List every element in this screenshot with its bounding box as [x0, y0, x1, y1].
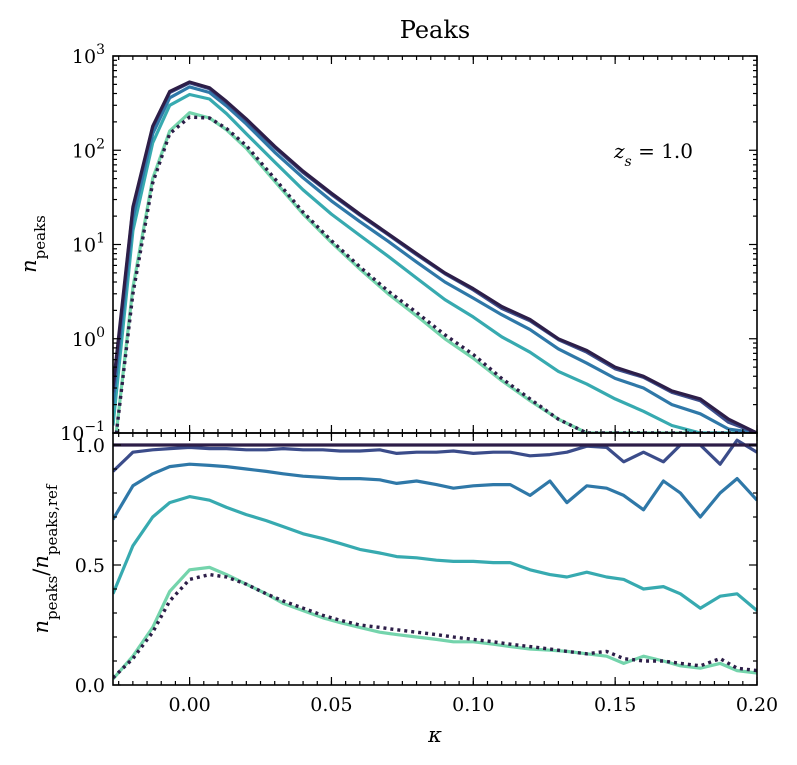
top-line-s4 [113, 92, 757, 433]
x-tick-label: 0.20 [736, 694, 778, 716]
redshift-annotation: zs = 1.0 [613, 139, 693, 170]
top-y-tick-label: 103 [72, 42, 105, 68]
bottom-line-s2 [113, 438, 757, 473]
bottom-y-tick-label: 0.5 [75, 555, 105, 577]
top-line-ref [114, 115, 757, 433]
top-line-s2 [113, 81, 757, 433]
top-line-s5 [114, 111, 757, 433]
top-ylabel: npeaks [17, 215, 49, 273]
top-line-s1 [113, 80, 757, 433]
bottom-panel-series [113, 438, 757, 681]
chart-title: Peaks [400, 16, 470, 44]
x-tick-label: 0.05 [310, 694, 352, 716]
top-panel-series [113, 80, 757, 433]
top-line-s3 [113, 85, 757, 433]
bottom-line-ref [113, 572, 757, 680]
top-y-tick-label: 100 [72, 325, 105, 351]
bottom-line-s5 [113, 565, 757, 681]
bottom-line-s4 [113, 495, 757, 612]
x-tick-label: 0.15 [594, 694, 636, 716]
x-tick-label: 0.00 [168, 694, 210, 716]
x-axis-label: κ [427, 723, 442, 747]
bottom-y-tick-label: 1.0 [75, 435, 105, 457]
bottom-y-tick-label: 0.0 [75, 675, 105, 697]
top-y-tick-label: 10−1 [60, 419, 105, 445]
top-panel-frame [112, 55, 758, 434]
bottom-panel-frame [112, 432, 758, 686]
top-y-tick-label: 102 [72, 136, 105, 162]
bottom-ylabel: npeaks/npeaks,ref [29, 483, 61, 633]
top-y-tick-label: 101 [72, 231, 105, 257]
bottom-line-s3 [113, 462, 757, 521]
x-tick-label: 0.10 [452, 694, 494, 716]
